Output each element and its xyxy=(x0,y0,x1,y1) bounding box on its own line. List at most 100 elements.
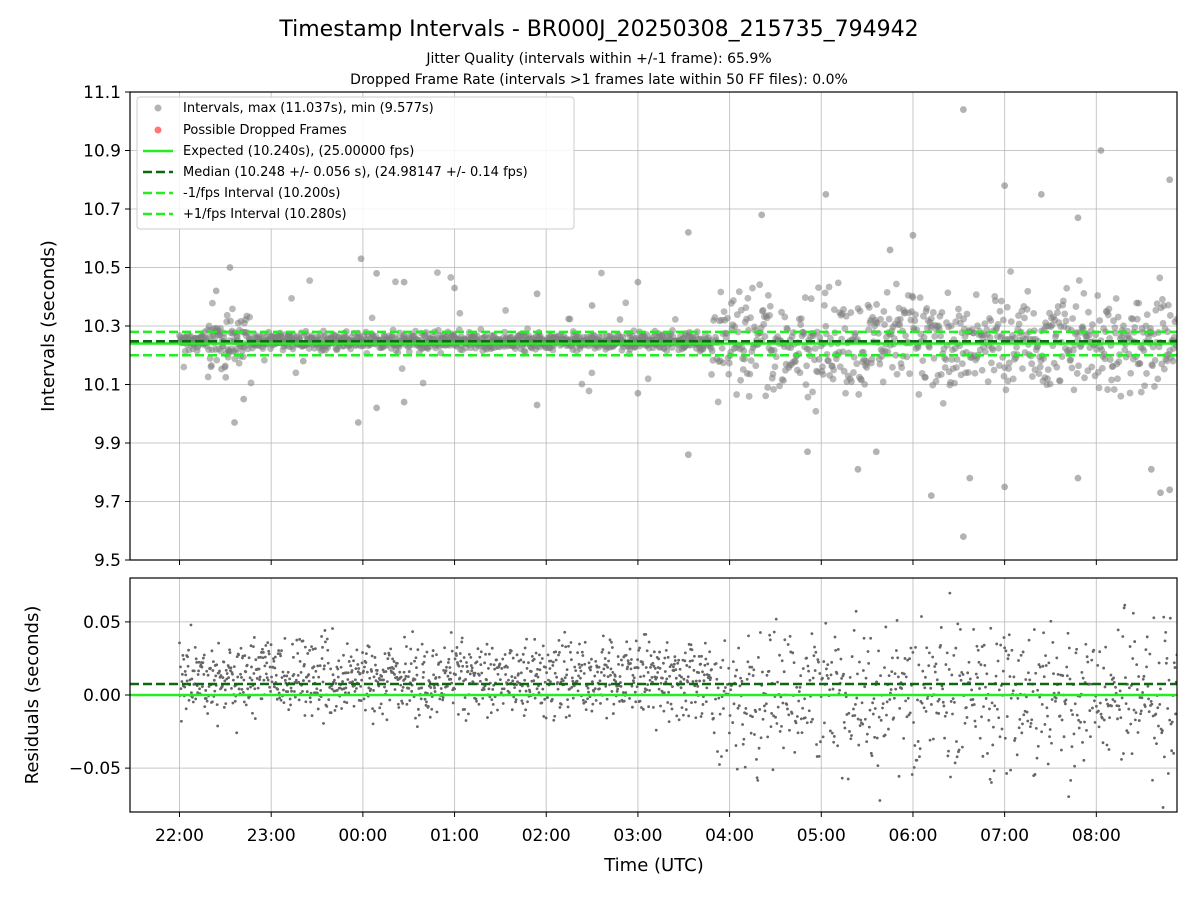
residual-point xyxy=(1038,665,1042,669)
residual-point xyxy=(262,650,265,654)
interval-point xyxy=(747,314,754,322)
residual-point xyxy=(775,722,779,725)
residual-point xyxy=(1089,735,1092,739)
residual-point xyxy=(644,632,648,636)
residual-point xyxy=(776,705,780,709)
residual-point xyxy=(651,705,655,709)
residual-point xyxy=(685,664,689,667)
residual-point xyxy=(852,707,855,711)
residual-point xyxy=(568,687,572,691)
residual-point xyxy=(872,697,876,701)
residual-point xyxy=(745,677,749,681)
x-tick-label: 04:00 xyxy=(705,826,754,846)
residual-point xyxy=(1051,641,1055,644)
residual-point xyxy=(1004,649,1008,653)
residual-point xyxy=(185,679,189,683)
residual-point xyxy=(742,737,746,741)
interval-point xyxy=(1156,274,1164,282)
residual-point xyxy=(378,706,382,710)
residual-point xyxy=(1085,728,1088,732)
interval-outlier-point xyxy=(1147,465,1155,473)
interval-point xyxy=(729,297,737,304)
residual-point xyxy=(560,644,564,648)
interval-outlier-point xyxy=(400,398,408,406)
interval-point xyxy=(1056,377,1064,385)
residual-point xyxy=(1084,642,1088,646)
residual-point xyxy=(914,645,917,649)
residual-point xyxy=(819,740,822,744)
residual-point xyxy=(476,647,480,651)
residual-point xyxy=(1040,730,1044,734)
residual-point xyxy=(178,641,181,645)
residual-point xyxy=(684,699,688,703)
residual-point xyxy=(788,634,792,638)
residual-point xyxy=(701,670,704,674)
residual-point xyxy=(923,686,927,690)
interval-point xyxy=(1141,382,1148,390)
residual-point xyxy=(864,676,868,680)
residual-point xyxy=(251,711,254,715)
residual-point xyxy=(374,679,378,683)
interval-point xyxy=(997,297,1005,305)
residual-point xyxy=(541,644,545,648)
residual-point xyxy=(1013,737,1017,740)
residual-point xyxy=(421,676,425,679)
residual-point xyxy=(205,669,209,673)
residual-point xyxy=(826,663,830,667)
residual-point xyxy=(519,671,523,675)
residual-point xyxy=(935,678,939,682)
residual-point xyxy=(264,644,268,647)
residual-point xyxy=(924,709,928,713)
residual-point xyxy=(1167,678,1171,682)
residual-point xyxy=(485,678,488,682)
interval-point xyxy=(796,369,804,377)
residual-point xyxy=(280,649,283,653)
interval-point xyxy=(502,307,509,314)
residual-point xyxy=(963,721,967,725)
residual-point xyxy=(382,678,385,682)
residual-point xyxy=(429,686,433,689)
residual-point xyxy=(325,637,329,641)
residual-point xyxy=(381,712,385,716)
residual-point xyxy=(708,650,712,654)
residual-point xyxy=(449,631,453,634)
residual-point xyxy=(1054,696,1058,700)
residual-point xyxy=(582,701,586,705)
interval-point xyxy=(741,355,748,363)
residual-point xyxy=(835,672,839,675)
residual-point xyxy=(616,655,620,658)
interval-point xyxy=(1067,356,1075,364)
residual-point xyxy=(1120,696,1124,700)
residual-point xyxy=(311,647,315,651)
interval-point xyxy=(1140,347,1148,355)
interval-point xyxy=(1135,299,1143,307)
residual-point xyxy=(290,689,293,693)
interval-point xyxy=(1151,356,1159,364)
residual-point xyxy=(698,679,702,683)
interval-point xyxy=(1104,311,1112,319)
residual-point xyxy=(435,653,438,657)
residual-point xyxy=(657,687,661,691)
residual-point xyxy=(375,672,379,676)
y-tick-label: 11.1 xyxy=(83,83,121,103)
residual-point xyxy=(659,681,663,685)
residual-point xyxy=(409,647,413,651)
interval-point xyxy=(1127,369,1135,377)
residual-point xyxy=(312,675,315,679)
residual-point xyxy=(651,661,655,665)
residual-point xyxy=(473,671,477,675)
residual-point xyxy=(308,696,312,700)
residual-point xyxy=(675,714,679,718)
residual-point xyxy=(972,703,976,706)
residual-point xyxy=(666,701,670,704)
residual-point xyxy=(273,666,277,670)
residual-point xyxy=(699,662,702,666)
residual-point xyxy=(326,661,330,665)
residual-point xyxy=(1017,659,1020,662)
interval-point xyxy=(855,391,863,398)
residual-point xyxy=(350,669,354,672)
residual-point xyxy=(815,743,818,746)
residual-point xyxy=(1050,741,1053,745)
residual-point xyxy=(586,697,589,701)
residual-point xyxy=(638,646,641,650)
